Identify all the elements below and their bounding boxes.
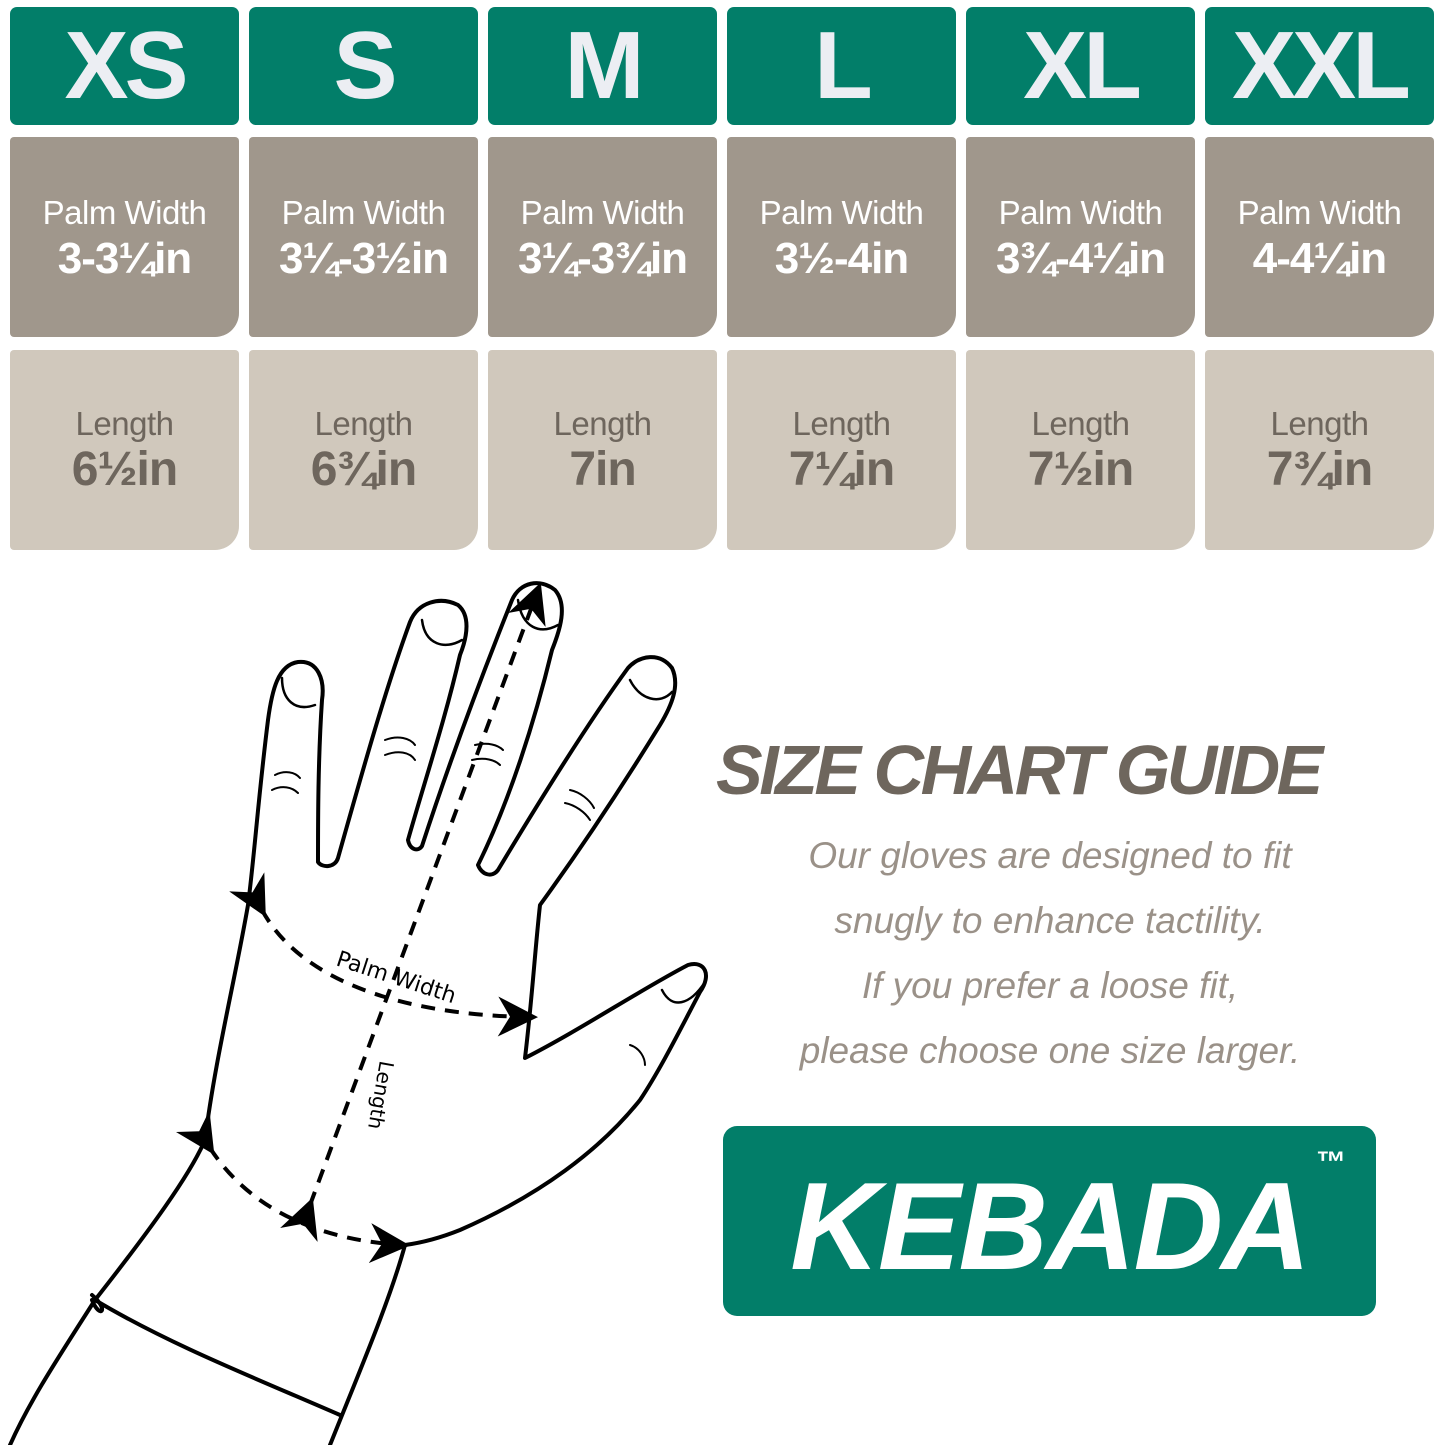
trademark: ™ — [1316, 1146, 1346, 1179]
length-label: Length — [314, 405, 413, 442]
length-label: Length — [792, 405, 891, 442]
palm-width-label: Palm Width — [1237, 194, 1402, 231]
size-label: S — [249, 7, 478, 125]
size-label: XS — [10, 7, 239, 125]
length-cell: Length 7in — [488, 350, 717, 550]
brand-logo: KEBADA ™ — [723, 1126, 1376, 1316]
palm-width-label: Palm Width — [281, 194, 446, 231]
length-label: Length — [1270, 405, 1369, 442]
guide-line-4: please choose one size larger. — [799, 1030, 1301, 1071]
brand-name: KEBADA — [790, 1158, 1310, 1296]
length-value: 7½in — [1027, 443, 1134, 496]
hand-diagram: Palm Width Length — [8, 581, 708, 1445]
length-label: Length — [553, 405, 652, 442]
guide-line-2: snugly to enhance tactility. — [834, 900, 1266, 941]
length-arrow — [280, 582, 546, 1242]
guide-title: SIZE CHART GUIDE — [716, 731, 1323, 809]
length-value: 6¾in — [310, 443, 417, 496]
size-column: L Palm Width 3½-4in Length 7¼in — [727, 7, 956, 550]
palm-width-value: 3-3¼in — [57, 234, 192, 283]
size-column: M Palm Width 3¼-3¾in Length 7in — [488, 7, 717, 550]
length-value: 6½in — [71, 443, 178, 496]
palm-width-label: Palm Width — [759, 194, 924, 231]
palm-width-value: 4-4¼in — [1252, 234, 1387, 283]
wrist-arrow — [175, 1110, 410, 1264]
palm-width-label: Palm Width — [520, 194, 685, 231]
guide-line-3: If you prefer a loose fit, — [861, 965, 1239, 1006]
palm-width-value: 3¼-3¾in — [517, 234, 688, 283]
length-cell: Length 6¾in — [249, 350, 478, 550]
palm-width-cell: Palm Width 3½-4in — [727, 137, 956, 337]
palm-width-cell: Palm Width 3¼-3¾in — [488, 137, 717, 337]
size-label: L — [727, 7, 956, 125]
diagram-length-label: Length — [363, 1059, 399, 1131]
length-label: Length — [1031, 405, 1130, 442]
palm-width-cell: Palm Width 3-3¼in — [10, 137, 239, 337]
palm-width-label: Palm Width — [42, 194, 207, 231]
size-column: XL Palm Width 3¾-4¼in Length 7½in — [966, 7, 1195, 550]
palm-width-arrow — [229, 872, 538, 1037]
palm-width-cell: Palm Width 3¾-4¼in — [966, 137, 1195, 337]
size-label: M — [488, 7, 717, 125]
palm-width-cell: Palm Width 3¼-3½in — [249, 137, 478, 337]
palm-width-value: 3¼-3½in — [278, 234, 449, 283]
size-label: XL — [966, 7, 1195, 125]
palm-width-value: 3½-4in — [774, 234, 909, 283]
diagram-palm-width-label: Palm Width — [333, 947, 459, 1009]
length-cell: Length 7½in — [966, 350, 1195, 550]
length-value: 7¼in — [788, 443, 895, 496]
palm-width-cell: Palm Width 4-4¼in — [1205, 137, 1434, 337]
palm-width-label: Palm Width — [998, 194, 1163, 231]
size-column: XXL Palm Width 4-4¼in Length 7¾in — [1205, 7, 1434, 550]
guide-line-1: Our gloves are designed to fit — [808, 835, 1292, 876]
length-label: Length — [75, 405, 174, 442]
length-value: 7in — [569, 443, 636, 496]
length-cell: Length 6½in — [10, 350, 239, 550]
size-column: XS Palm Width 3-3¼in Length 6½in — [10, 7, 239, 550]
size-label: XXL — [1205, 7, 1434, 125]
length-value: 7¾in — [1266, 443, 1373, 496]
length-cell: Length 7¾in — [1205, 350, 1434, 550]
palm-width-value: 3¾-4¼in — [995, 234, 1166, 283]
size-column: S Palm Width 3¼-3½in Length 6¾in — [249, 7, 478, 550]
length-cell: Length 7¼in — [727, 350, 956, 550]
